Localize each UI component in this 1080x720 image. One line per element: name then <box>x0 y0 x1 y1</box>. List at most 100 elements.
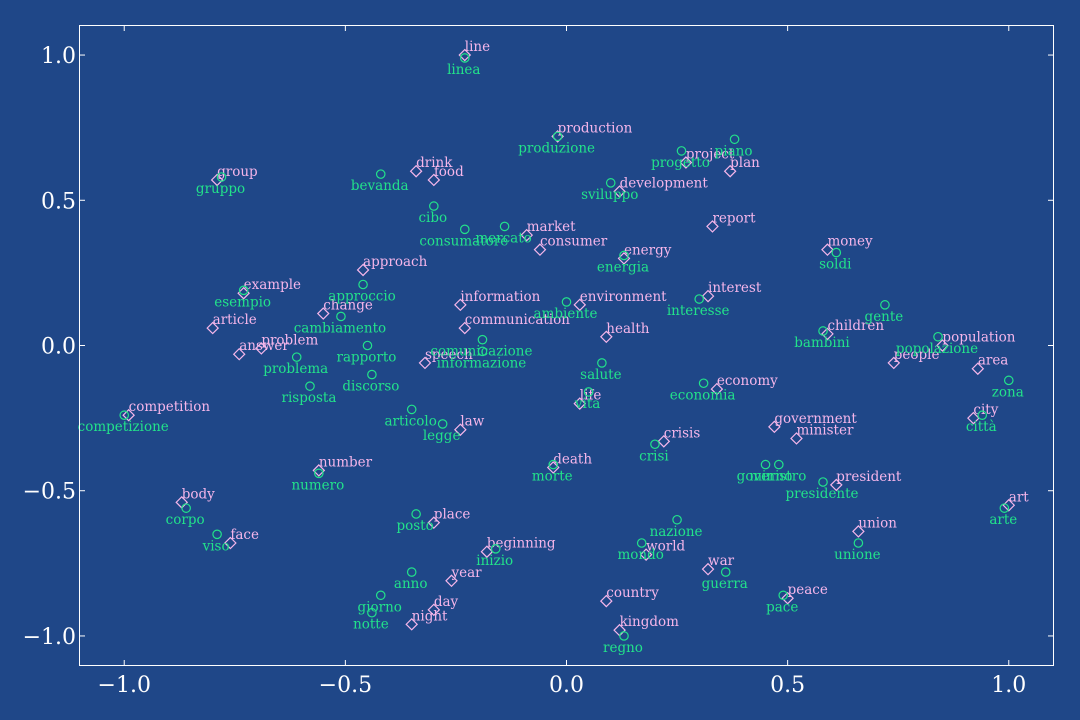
english-point-marker <box>599 330 613 344</box>
english-point-marker <box>458 321 472 335</box>
italian-point-label: gruppo <box>196 181 245 197</box>
italian-point-label: nazione <box>650 524 703 540</box>
english-point-marker <box>821 243 834 256</box>
english-point-label: example <box>244 277 301 293</box>
italian-point-label: competizione <box>78 419 169 435</box>
italian-point-label: governo <box>737 469 793 485</box>
english-point-marker <box>679 156 693 169</box>
italian-point-label: vita <box>574 396 600 412</box>
italian-point-label: zona <box>992 384 1024 400</box>
italian-point-marker <box>818 477 828 487</box>
italian-point-marker <box>548 459 559 470</box>
italian-point-label: sviluppo <box>581 187 638 203</box>
english-point-label: day <box>434 594 459 610</box>
italian-point-marker <box>605 178 616 188</box>
italian-point-marker <box>773 459 784 470</box>
english-point-marker <box>971 362 985 376</box>
english-point-marker <box>887 356 901 370</box>
english-point-label: drink <box>416 155 453 171</box>
english-point-marker <box>701 562 715 576</box>
english-point-label: line <box>465 39 490 55</box>
english-point-marker <box>418 356 432 370</box>
english-point-label: death <box>553 451 592 467</box>
italian-point-label: giorno <box>358 599 402 615</box>
english-point-label: speech <box>425 347 473 363</box>
english-point-marker <box>224 536 237 550</box>
italian-point-marker <box>818 326 828 336</box>
english-point-label: report <box>712 210 756 226</box>
english-point-marker <box>829 478 843 492</box>
italian-point-label: interesse <box>667 303 730 319</box>
english-point-marker <box>967 411 980 425</box>
italian-point-label: presidente <box>785 486 858 502</box>
italian-point-label: produzione <box>518 140 595 156</box>
english-point-marker <box>254 342 268 355</box>
english-point-marker <box>480 545 494 559</box>
italian-point-marker <box>358 279 368 290</box>
english-point-marker <box>701 289 715 303</box>
english-point-marker <box>599 594 613 608</box>
italian-point-label: comunicazione <box>430 344 532 360</box>
english-point-label: project <box>686 147 735 163</box>
italian-point-label: discorso <box>342 379 399 395</box>
italian-point-marker <box>1003 375 1014 386</box>
english-point-marker <box>409 164 423 178</box>
english-point-label: union <box>858 515 897 531</box>
english-point-marker <box>790 432 803 445</box>
english-point-label: war <box>708 553 735 569</box>
italian-series: linea produzione piano progetto sviluppo grup… <box>78 53 1024 656</box>
english-point-marker <box>706 220 719 233</box>
italian-point-label: morte <box>532 469 573 485</box>
english-point-label: problem <box>261 332 318 348</box>
italian-point-label: notte <box>353 617 389 633</box>
english-point-label: development <box>620 176 709 192</box>
italian-point-marker <box>429 201 439 211</box>
italian-point-label: bambini <box>794 335 850 351</box>
italian-point-marker <box>212 529 222 540</box>
english-point-label: country <box>606 585 659 601</box>
english-point-label: government <box>774 411 857 427</box>
italian-point-marker <box>853 538 864 548</box>
italian-point-marker <box>362 340 373 351</box>
italian-point-label: posto <box>396 518 433 534</box>
italian-point-label: consumatore <box>419 233 508 249</box>
english-point-marker <box>316 307 330 320</box>
english-point-label: art <box>1009 489 1030 505</box>
english-point-marker <box>613 185 626 198</box>
italian-point-marker <box>619 250 629 261</box>
english-point-marker <box>710 382 724 396</box>
english-point-marker <box>454 423 467 437</box>
x-tick-label: −0.5 <box>319 673 372 698</box>
english-point-marker <box>821 327 834 341</box>
italian-point-marker <box>477 346 488 357</box>
english-point-label: night <box>412 608 448 624</box>
italian-point-label: bevanda <box>351 178 409 194</box>
italian-point-marker <box>459 53 470 63</box>
italian-point-label: ministro <box>749 469 806 485</box>
italian-point-label: progetto <box>651 155 710 171</box>
english-point-label: approach <box>363 254 428 270</box>
italian-point-marker <box>238 285 249 296</box>
italian-point-marker <box>720 567 731 577</box>
english-point-marker <box>232 347 246 361</box>
italian-point-marker <box>411 509 421 519</box>
italian-point-label: legge <box>423 428 461 444</box>
english-point-marker <box>458 48 472 62</box>
x-tick-label: 0.5 <box>770 673 805 698</box>
italian-point-marker <box>477 334 488 345</box>
italian-point-label: cibo <box>418 210 447 226</box>
italian-point-label: linea <box>447 62 480 78</box>
italian-point-marker <box>181 503 191 513</box>
english-point-marker <box>852 525 865 538</box>
italian-point-marker <box>437 419 448 429</box>
english-point-marker <box>427 173 441 187</box>
italian-point-label: popolazione <box>896 341 978 357</box>
x-tick-label: 1.0 <box>991 673 1026 698</box>
y-tick-label: −0.5 <box>23 480 76 505</box>
english-point-label: production <box>558 120 633 136</box>
axes: −1.0 −0.5 0.0 0.5 1.0 −1.0 −0.5 0.0 0.5 1.0 <box>23 26 1053 698</box>
italian-point-marker <box>561 297 572 307</box>
english-point-label: environment <box>580 289 667 305</box>
